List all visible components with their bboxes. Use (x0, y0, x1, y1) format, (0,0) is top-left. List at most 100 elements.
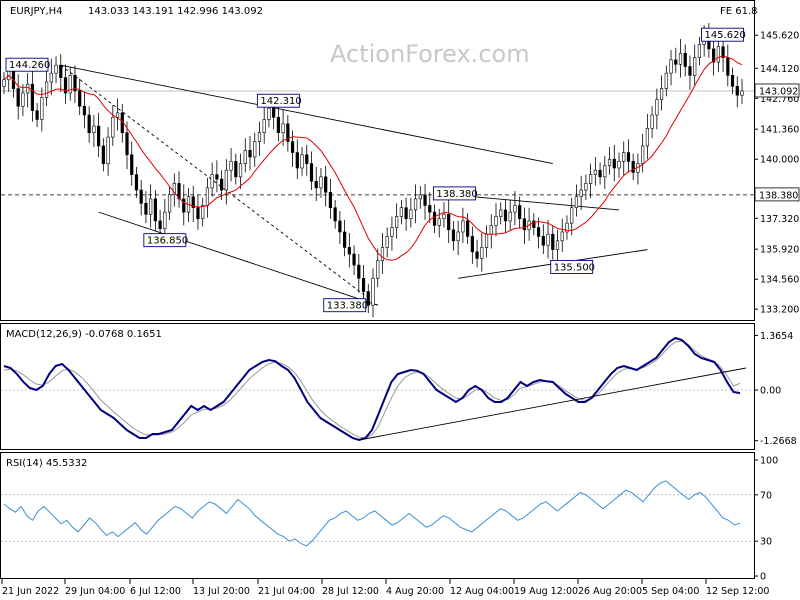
candle-body (735, 86, 739, 96)
header-fe-label: FE 61.8 (720, 6, 758, 17)
macd-panel-frame (0, 323, 755, 450)
candle-body (21, 92, 25, 107)
candle-body (191, 196, 195, 209)
candle-body (674, 59, 678, 65)
candle-body (631, 161, 635, 173)
candle-body (589, 174, 593, 184)
candle-body (598, 169, 602, 178)
candle-body (149, 198, 153, 215)
x-tick-label: 5 Sep 04:00 (642, 586, 699, 597)
x-tick-label: 21 Jul 04:00 (258, 586, 315, 597)
candle-body (210, 174, 214, 189)
candle-body (338, 220, 342, 233)
candle-body (570, 207, 574, 224)
candle-body (300, 154, 304, 169)
candle-body (63, 77, 68, 94)
candle-body (376, 260, 380, 279)
candle-body (683, 52, 687, 67)
x-axis: 21 Jun 2022 29 Jun 04:00 6 Jul 12:00 13 Jul… (1, 579, 769, 597)
candle-body (607, 158, 612, 167)
candle-body (650, 114, 654, 129)
candle-body (54, 64, 58, 74)
candle-body (593, 169, 597, 175)
candle-body (499, 209, 503, 217)
candle-body (508, 211, 512, 222)
candle-body (158, 220, 162, 229)
annotation-box (701, 27, 744, 42)
candle-body (560, 231, 564, 242)
candle-body (423, 194, 427, 206)
candle-body (182, 198, 186, 213)
candle-body (78, 90, 82, 107)
candle-body (30, 83, 34, 111)
candle-body (276, 116, 280, 134)
candle-body (574, 196, 579, 209)
candle-body (40, 97, 44, 120)
candle-body (612, 158, 616, 169)
candle-body (295, 152, 299, 169)
candle-body (153, 198, 157, 222)
candle-body (106, 136, 110, 164)
watermark: ActionForex.com (330, 40, 530, 68)
candle-body (333, 207, 337, 222)
x-tick-label: 19 Aug 12:00 (514, 586, 578, 597)
candle-body (125, 132, 129, 156)
price-y-tick-label: 142.760 (760, 94, 799, 105)
header-symbol: EURJPY,H4 (10, 6, 63, 17)
macd-y-tick-label: 1.3654 (760, 331, 793, 342)
macd-y-tick-label: -1.2668 (760, 436, 797, 447)
current-price-box (754, 83, 800, 98)
candle-body (101, 145, 105, 164)
macd-line (3, 336, 741, 442)
price-layer: 145.620 144.120 142.760 141.360 140.000 138.3… (1, 23, 800, 318)
candle-body (645, 127, 649, 147)
level-price-label: 138.380 (759, 190, 798, 201)
rsi-panel-frame (0, 452, 755, 579)
candle-body (655, 99, 659, 116)
candle-body (697, 44, 702, 59)
annotation-label: 135.500 (554, 262, 595, 273)
candle-body (196, 207, 200, 220)
candle-body (437, 218, 441, 226)
candle-body (115, 112, 120, 118)
candle-body (626, 152, 631, 162)
rsi-title: RSI(14) 45.5332 (6, 458, 87, 469)
macd-trendline (359, 367, 747, 441)
x-tick-label: 29 Jun 04:00 (65, 586, 125, 597)
candle-body (447, 214, 451, 231)
candle-body (659, 88, 664, 100)
x-tick-label: 21 Jun 2022 (2, 586, 59, 597)
x-tick-label: 12 Sep 12:00 (706, 586, 769, 597)
x-tick-label: 6 Jul 12:00 (130, 586, 181, 597)
candle-body (215, 174, 219, 180)
candle-body (466, 220, 470, 237)
annotation-box (432, 186, 476, 201)
candle-body (290, 141, 295, 153)
candle-body (220, 178, 224, 191)
candle-body (26, 83, 30, 94)
candle-body (234, 161, 238, 178)
x-tick-label: 4 Aug 20:00 (386, 586, 444, 597)
candle-body (139, 189, 143, 204)
candle-body (712, 48, 716, 63)
candle-body (281, 123, 285, 134)
candle-body (565, 222, 569, 233)
candle-body (404, 207, 408, 220)
x-tick-label: 12 Aug 04:00 (450, 586, 514, 597)
candle-body (664, 72, 668, 89)
candle-body (442, 214, 446, 220)
candle-body (361, 277, 366, 292)
candle-body (144, 202, 148, 215)
candle-body (390, 227, 394, 237)
level-price-box (754, 187, 800, 202)
candle-body (130, 154, 134, 175)
annotation-label: 142.310 (260, 96, 301, 107)
candle-body (352, 253, 356, 266)
macd-title: MACD(12,26,9) -0.0768 0.1651 (6, 329, 162, 340)
candle-body (324, 176, 328, 193)
candle-body (678, 52, 683, 65)
candle-body (622, 152, 626, 162)
annotation-box (323, 298, 367, 313)
candle-body (262, 119, 266, 134)
